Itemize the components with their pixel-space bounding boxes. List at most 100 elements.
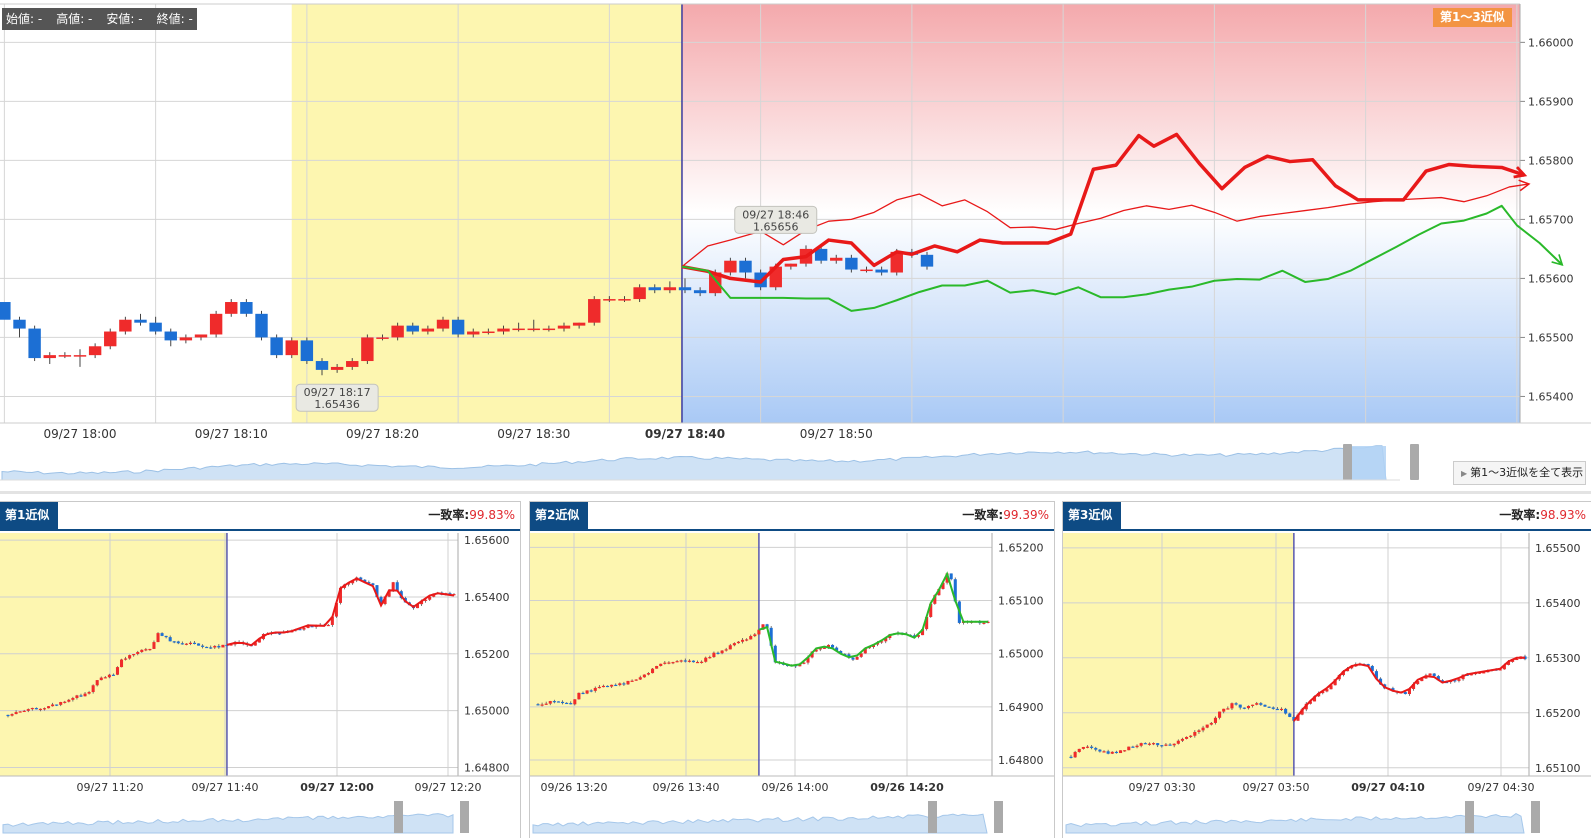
candle-body [581,692,585,695]
navigator-handle-right [1531,801,1540,833]
candle-body [855,656,859,660]
candle-body [1370,665,1374,672]
candle-body [585,690,589,694]
y-tick-label: 1.65800 [1528,154,1574,167]
candle-body [720,650,724,654]
candle-body [1350,666,1354,669]
candle-body [835,647,839,652]
candle-body [132,654,136,656]
candle-body [1412,684,1416,689]
candle-body [1341,671,1345,676]
candle-body [1189,735,1193,737]
candle-body [826,644,830,648]
candle-body [428,596,432,600]
candle-body [606,685,610,688]
candle-body [1118,750,1123,754]
match-rate-label: 一致率: [962,508,1004,522]
candle-body [890,251,903,273]
candle-body [201,645,205,647]
candle-body [1428,673,1432,676]
candle-body [107,674,111,678]
candle-body [626,680,630,685]
candle-body [225,302,238,314]
candle-body [921,629,925,636]
candle-body [13,319,26,329]
candle-body [298,629,302,631]
candle-body [648,287,661,291]
candle-body [338,587,342,603]
candle-body [1321,691,1325,694]
candle-body [739,260,752,273]
candle-body [6,714,10,717]
tab-similar-3[interactable]: 第3近似 [1063,502,1122,529]
candle-body [884,638,888,642]
candle-body [880,641,884,643]
candle-body [300,340,314,362]
candle-body [937,588,941,596]
show-all-forecasts-label: 第1～3近似を全て表示 [1470,466,1584,479]
candle-body [0,302,11,320]
candle-body [1498,669,1502,671]
y-tick-label: 1.65600 [464,534,510,547]
candle-body [1230,703,1234,709]
tab-similar-2[interactable]: 第2近似 [530,502,589,529]
candle-body [1267,706,1271,708]
candle-body [179,337,193,341]
candle-body [618,683,622,686]
candle-body [716,652,720,654]
candle-body [391,582,395,591]
high-marker-box [734,205,818,234]
match-rate-label: 一致率: [428,508,470,522]
candle-body [346,361,359,367]
candle-body [88,346,102,356]
candle-body [257,639,261,643]
candle-body [527,328,540,331]
candle-body [757,629,761,635]
show-all-forecasts-button[interactable]: ▶ 第1～3近似を全て表示 [1453,461,1586,485]
candle-body [156,633,160,643]
candle-body [1374,671,1378,679]
candle-body [1218,711,1222,718]
candle-body [420,600,424,605]
candle-body [638,677,642,680]
candle-body [371,583,375,586]
candle-body [160,633,164,636]
candle-body [1081,746,1085,749]
candle-body [646,673,650,675]
high-value: 高値: - [56,12,93,26]
candle-body [912,635,916,637]
candle-body [561,701,565,704]
y-tick-label: 1.65500 [1528,331,1574,344]
candle-body [310,626,314,628]
candle-body [601,685,605,688]
candle-body [544,703,548,705]
candle-body [1172,743,1176,746]
candle-body [839,651,843,654]
panel-header: 第2近似 一致率:99.39% [530,502,1054,531]
forecast-zone [681,4,1520,423]
candle-body [63,701,67,703]
candle-body [103,677,107,679]
candle-body [225,644,229,647]
candle-body [700,661,704,663]
candle-body [1263,704,1267,707]
x-tick-label: 09/27 18:50 [800,427,873,441]
candle-body [728,645,732,650]
navigator-handle-left [928,801,937,833]
candle-body [736,641,740,644]
tab-similar-1[interactable]: 第1近似 [0,502,59,529]
candle-body [678,287,692,291]
candle-body [1205,724,1209,728]
candle-body [860,269,873,272]
candle-body [1180,738,1184,741]
candle-body [482,331,495,334]
candle-body [326,624,330,627]
candle-body [651,668,655,674]
candle-body [724,260,737,273]
candle-body [1098,749,1102,752]
candle-body [1259,703,1263,705]
candle-body [773,645,777,663]
navigator-handle-right [1410,444,1419,480]
forecast-arrow-3 [1551,254,1564,266]
candle-body [814,248,828,261]
